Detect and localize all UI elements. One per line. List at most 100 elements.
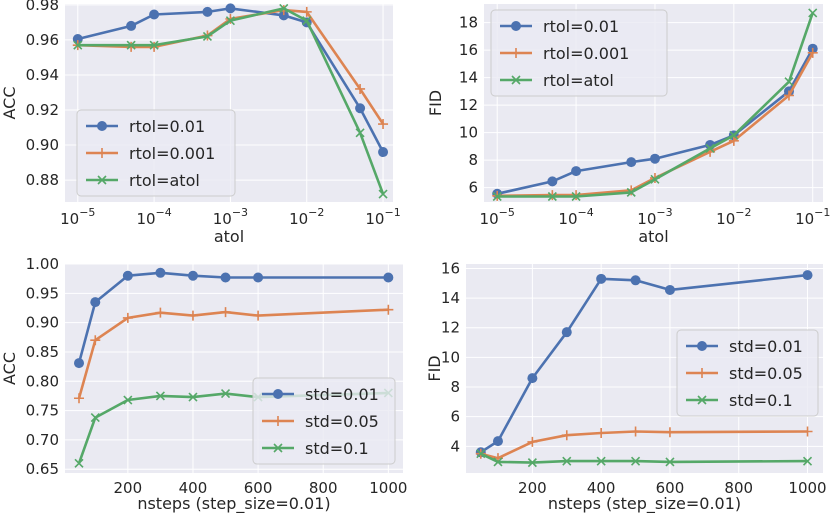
x-tick-exponent: −5 <box>499 206 515 219</box>
data-point <box>278 10 289 21</box>
data-point <box>547 176 558 187</box>
x-tick-label: 600 <box>656 479 685 497</box>
data-point <box>149 41 160 52</box>
chart-panel-4: 4 6 8 10 12 14 16 200 400 600 800 1000 nsteps (step_… <box>425 259 827 514</box>
data-point <box>378 119 389 130</box>
x-tick-exponent: −4 <box>578 206 594 219</box>
data-point <box>383 272 394 283</box>
data-point <box>378 147 389 158</box>
data-point <box>279 3 289 13</box>
y-axis-label: FID <box>426 90 445 116</box>
x-tick-base: 10 <box>637 210 656 228</box>
data-point <box>492 436 503 447</box>
data-point <box>527 458 537 468</box>
data-point <box>571 191 581 202</box>
series-line-3 <box>480 452 808 464</box>
x-tick-base: 10 <box>365 210 384 228</box>
data-point <box>630 275 641 286</box>
y-tick-label: 0.75 <box>26 402 59 420</box>
data-point <box>705 143 715 153</box>
x-axis-label: atol <box>214 227 244 246</box>
x-tick-label: 200 <box>518 479 547 497</box>
legend-label: rtol=0.01 <box>543 17 619 36</box>
y-tick-label: 6 <box>468 179 478 197</box>
data-point <box>626 157 637 168</box>
data-point <box>802 270 813 281</box>
legend-label: std=0.05 <box>305 412 379 431</box>
data-point <box>802 426 813 437</box>
x-tick-exponent: −5 <box>79 206 95 219</box>
data-point <box>527 436 538 447</box>
x-tick-exponent: −1 <box>814 206 830 219</box>
y-tick-label: 14 <box>459 69 478 87</box>
y-tick-label: 8 <box>450 378 460 396</box>
data-point <box>90 413 100 423</box>
x-tick-base: 10 <box>136 210 155 228</box>
x-tick-base: 10 <box>289 210 308 228</box>
legend: std=0.01 std=0.05 std=0.1 <box>676 329 819 417</box>
data-point <box>253 310 264 321</box>
legend: rtol=0.01 rtol=0.001 rtol=atol <box>76 109 236 197</box>
data-point <box>202 6 213 17</box>
x-tick-label: 600 <box>244 479 273 497</box>
data-point <box>649 153 660 164</box>
x-tick-exponent: −3 <box>232 206 248 219</box>
y-tick-label: 0.98 <box>26 0 59 14</box>
data-point <box>383 304 394 315</box>
legend-marker <box>697 395 707 405</box>
x-tick-label: 400 <box>587 479 616 497</box>
data-point <box>126 20 137 31</box>
data-point <box>808 8 818 18</box>
data-point <box>665 457 675 467</box>
series-line-1 <box>480 273 808 454</box>
y-tick-label: 8 <box>468 151 478 169</box>
data-point <box>90 335 101 346</box>
data-point <box>155 391 165 401</box>
y-tick-label: 18 <box>459 14 478 32</box>
data-point <box>225 3 236 14</box>
y-tick-label: 12 <box>441 319 460 337</box>
data-point <box>74 393 85 404</box>
data-point <box>664 284 675 295</box>
legend-marker <box>511 75 521 85</box>
y-tick-label: 0.65 <box>26 460 59 478</box>
data-point <box>783 90 794 101</box>
x-tick-label: 10−4 <box>136 206 171 228</box>
legend-label: rtol=0.01 <box>129 117 205 136</box>
series-line-2 <box>480 430 808 460</box>
x-tick-exponent: −2 <box>308 206 324 219</box>
y-tick-label: 10 <box>459 124 478 142</box>
x-tick-label: 10−5 <box>60 206 95 228</box>
y-tick-label: 16 <box>441 259 460 277</box>
data-point <box>476 449 486 459</box>
y-tick-label: 0.70 <box>26 431 59 449</box>
data-point <box>126 40 136 50</box>
x-tick-label: 1000 <box>788 479 826 497</box>
legend-label: std=0.01 <box>729 337 803 356</box>
data-point <box>355 83 366 94</box>
x-tick-base: 10 <box>60 210 79 228</box>
data-point <box>802 456 813 466</box>
legend-label: rtol=0.001 <box>543 44 629 63</box>
data-point <box>74 358 85 369</box>
y-tick-label: 4 <box>450 437 460 455</box>
legend-marker <box>97 148 107 158</box>
data-point <box>188 392 198 402</box>
data-point <box>547 191 557 202</box>
x-tick-label: 10−2 <box>289 206 324 228</box>
data-point <box>355 128 365 138</box>
x-axis-label: nsteps (step_size=0.01) <box>137 494 330 514</box>
y-tick-label: 0.92 <box>26 101 59 119</box>
legend-label: rtol=0.001 <box>129 144 215 163</box>
y-tick-label: 16 <box>459 41 478 59</box>
data-point <box>253 272 264 283</box>
data-point <box>187 270 198 281</box>
y-tick-label: 14 <box>441 289 460 307</box>
legend-marker <box>97 175 107 185</box>
data-point <box>73 40 83 50</box>
data-point <box>220 388 231 399</box>
data-point <box>355 103 366 114</box>
legend: rtol=0.01 rtol=0.001 rtol=atol <box>490 9 668 97</box>
data-point <box>729 130 739 140</box>
x-tick-label: 10−2 <box>716 206 751 228</box>
